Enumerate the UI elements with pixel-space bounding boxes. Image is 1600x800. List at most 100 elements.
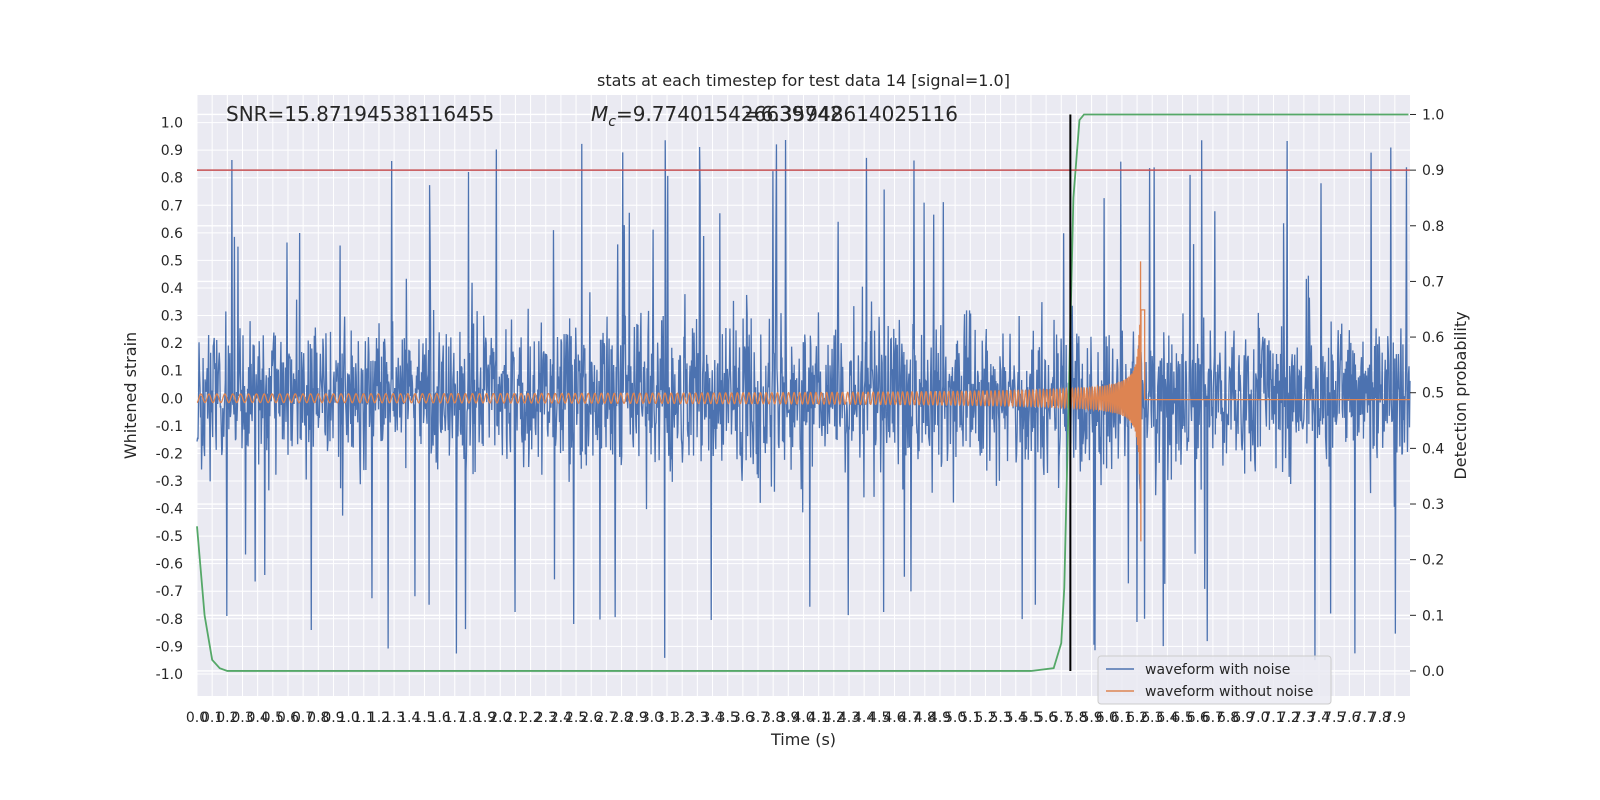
x-tick-label: 0.3 xyxy=(231,710,253,726)
x-tick-label: 2.6 xyxy=(580,710,602,726)
x-tick-label: 1.2 xyxy=(368,710,390,726)
y-tick-label: -0.2 xyxy=(156,446,183,462)
y-tick-label: -1.0 xyxy=(156,667,183,683)
x-tick-label: 4.5 xyxy=(868,710,890,726)
x-tick-label: 4.9 xyxy=(929,710,951,726)
x-tick-label: 5.2 xyxy=(974,710,996,726)
y-tick-label: 0.7 xyxy=(161,198,183,214)
x-tick-label: 0.8 xyxy=(307,710,329,726)
x-tick-label: 7.7 xyxy=(1353,710,1375,726)
chart-title: stats at each timestep for test data 14 … xyxy=(597,71,1010,90)
mc-symbol: M xyxy=(591,102,608,126)
x-tick-label: 0.6 xyxy=(277,710,299,726)
y2-tick-label: 1.0 xyxy=(1422,107,1444,123)
y-tick-label: -0.1 xyxy=(156,419,183,435)
x-tick-label: 6.4 xyxy=(1156,710,1178,726)
mc-annotation: Mc=9.774015426639742 xyxy=(591,102,843,130)
y2-tick-label: 0.9 xyxy=(1422,163,1444,179)
y2-tick-label: 0.1 xyxy=(1422,608,1444,624)
x-tick-label: 7.1 xyxy=(1262,710,1284,726)
x-tick-label: 2.7 xyxy=(595,710,617,726)
x-tick-label: 7.0 xyxy=(1247,710,1269,726)
x-tick-label: 1.1 xyxy=(353,710,375,726)
y-tick-label: -0.6 xyxy=(156,557,183,573)
x-tick-label: 6.5 xyxy=(1171,710,1193,726)
y-tick-label: -0.4 xyxy=(156,502,183,518)
x-tick-label: 6.3 xyxy=(1141,710,1163,726)
y-tick-label: 1.0 xyxy=(161,116,183,132)
x-tick-label: 0.9 xyxy=(322,710,344,726)
x-tick-label: 1.5 xyxy=(413,710,435,726)
y-tick-label: 0.5 xyxy=(161,253,183,269)
x-tick-label: 6.6 xyxy=(1187,710,1209,726)
y-tick-label: 0.2 xyxy=(161,336,183,352)
y-tick-label: 0.6 xyxy=(161,226,183,242)
y2-tick-label: 0.2 xyxy=(1422,553,1444,569)
x-tick-label: 2.2 xyxy=(519,710,541,726)
y-tick-label: 0.0 xyxy=(161,391,183,407)
x-tick-label: 0.0 xyxy=(186,710,208,726)
x-tick-label: 2.0 xyxy=(489,710,511,726)
x-tick-label: 5.8 xyxy=(1065,710,1087,726)
x-tick-label: 6.0 xyxy=(1096,710,1118,726)
x-tick-label: 7.4 xyxy=(1308,710,1330,726)
x-tick-label: 3.0 xyxy=(641,710,663,726)
legend-entry-waveform-with-noise: waveform with noise xyxy=(1145,662,1290,678)
x-tick-label: 6.7 xyxy=(1202,710,1224,726)
x-axis-label: Time (s) xyxy=(770,730,836,749)
x-tick-label: 1.7 xyxy=(444,710,466,726)
x-tick-label: 1.9 xyxy=(474,710,496,726)
y-tick-label: 0.4 xyxy=(161,281,183,297)
y-tick-label: -0.5 xyxy=(156,529,183,545)
series-detection-probability xyxy=(196,113,1409,672)
x-tick-label: 4.6 xyxy=(883,710,905,726)
legend-box xyxy=(1097,655,1332,705)
x-tick-label: 1.4 xyxy=(398,710,420,726)
x-tick-label: 4.3 xyxy=(838,710,860,726)
x-tick-label: 6.8 xyxy=(1217,710,1239,726)
mc-subscript: c xyxy=(608,114,616,130)
x-tick-label: 6.1 xyxy=(1111,710,1133,726)
x-tick-label: 0.4 xyxy=(247,710,269,726)
y-tick-label: -0.7 xyxy=(156,584,183,600)
x-tick-label: 3.1 xyxy=(656,710,678,726)
x-tick-label: 4.4 xyxy=(853,710,875,726)
x-tick-label: 4.8 xyxy=(914,710,936,726)
y2-tick-label: 0.4 xyxy=(1422,441,1444,457)
x-tick-label: 3.3 xyxy=(686,710,708,726)
y2-tick-label: 0.7 xyxy=(1422,274,1444,290)
y-tick-label: -0.3 xyxy=(156,474,183,490)
y2-tick-label: 0.3 xyxy=(1422,497,1444,513)
y2-tick-label: 0.8 xyxy=(1422,219,1444,235)
x-tick-label: 7.3 xyxy=(1293,710,1315,726)
y-tick-label: 0.1 xyxy=(161,364,183,380)
x-tick-label: 1.3 xyxy=(383,710,405,726)
y2-axis-label: Detection probability xyxy=(1451,311,1470,479)
x-tick-label: 2.5 xyxy=(565,710,587,726)
x-tick-label: 2.8 xyxy=(610,710,632,726)
y-tick-label: 0.3 xyxy=(161,309,183,325)
y-tick-label: -0.9 xyxy=(156,639,183,655)
x-tick-label: 2.3 xyxy=(535,710,557,726)
x-tick-label: 0.2 xyxy=(216,710,238,726)
x-tick-label: 5.7 xyxy=(1050,710,1072,726)
y-axis-label: Whitened strain xyxy=(121,332,140,459)
x-tick-label: 2.4 xyxy=(550,710,572,726)
x-tick-label: 2.9 xyxy=(626,710,648,726)
x-tick-label: 1.6 xyxy=(428,710,450,726)
y-tick-label: 0.9 xyxy=(161,143,183,159)
x-tick-label: 7.9 xyxy=(1384,710,1406,726)
legend-entry-waveform-without-noise: waveform without noise xyxy=(1145,684,1313,700)
x-tick-label: 3.2 xyxy=(671,710,693,726)
x-tick-label: 6.2 xyxy=(1126,710,1148,726)
y-tick-label: -0.8 xyxy=(156,612,183,628)
x-tick-label: 5.0 xyxy=(944,710,966,726)
x-tick-label: 3.9 xyxy=(777,710,799,726)
x-tick-label: 7.8 xyxy=(1369,710,1391,726)
x-tick-label: 5.6 xyxy=(1035,710,1057,726)
x-tick-label: 4.2 xyxy=(823,710,845,726)
x-tick-label: 4.1 xyxy=(808,710,830,726)
y-tick-label: 0.8 xyxy=(161,171,183,187)
mc-value: =9.774015426639742 xyxy=(616,102,843,126)
